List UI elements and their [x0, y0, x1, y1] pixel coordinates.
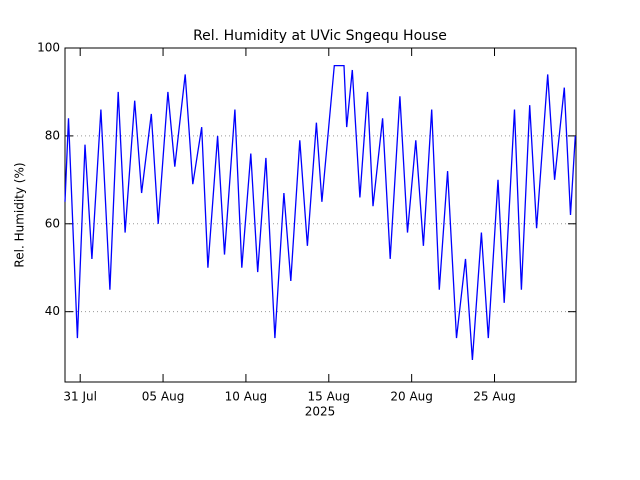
- x-tick-label: 15 Aug: [308, 390, 351, 404]
- x-tick-label: 10 Aug: [225, 390, 268, 404]
- x-tick-label: 25 Aug: [473, 390, 516, 404]
- x-axis-label: 2025: [305, 405, 336, 419]
- plot-frame: [64, 47, 577, 383]
- y-tick-label: 40: [45, 304, 60, 318]
- y-tick-label: 80: [45, 128, 60, 142]
- y-tick-label: 100: [37, 41, 60, 55]
- x-tick-label: 31 Jul: [63, 390, 97, 404]
- chart-title: Rel. Humidity at UVic Sngequ House: [193, 28, 447, 44]
- data-line: [64, 64, 576, 361]
- x-tick-label: 20 Aug: [390, 390, 433, 404]
- y-tick-label: 60: [45, 216, 60, 230]
- x-tick-label: 05 Aug: [142, 390, 185, 404]
- y-axis-label: Rel. Humidity (%): [13, 162, 27, 267]
